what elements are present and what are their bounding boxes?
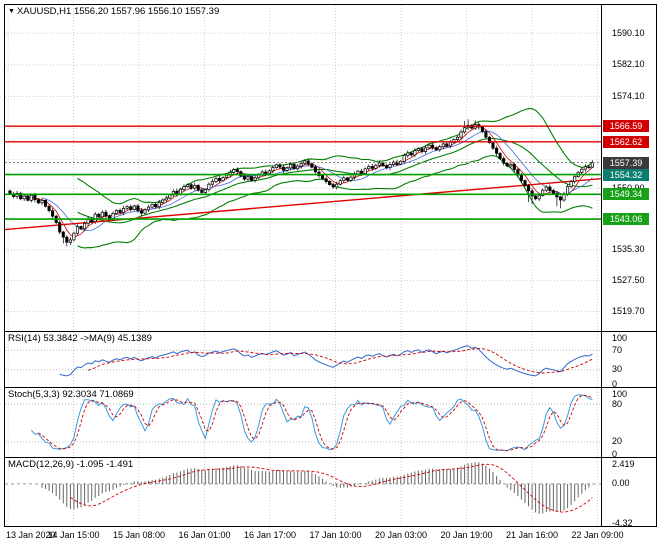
symbol-marker-icon: ▼ — [8, 8, 15, 15]
rsi-header: RSI(14) 53.3842 ->MA(9) 45.1389 — [8, 333, 152, 344]
stoch-header: Stoch(5,3,3) 92.3034 71.0869 — [8, 389, 134, 400]
chart-symbol-title: ▼ XAUUSD,H1 1556.20 1557.96 1556.10 1557.… — [8, 6, 219, 17]
macd-header: MACD(12,26,9) -1.095 -1.491 — [8, 459, 134, 470]
ohlc-readout: XAUUSD,H1 1556.20 1557.96 1556.10 1557.3… — [16, 6, 220, 17]
